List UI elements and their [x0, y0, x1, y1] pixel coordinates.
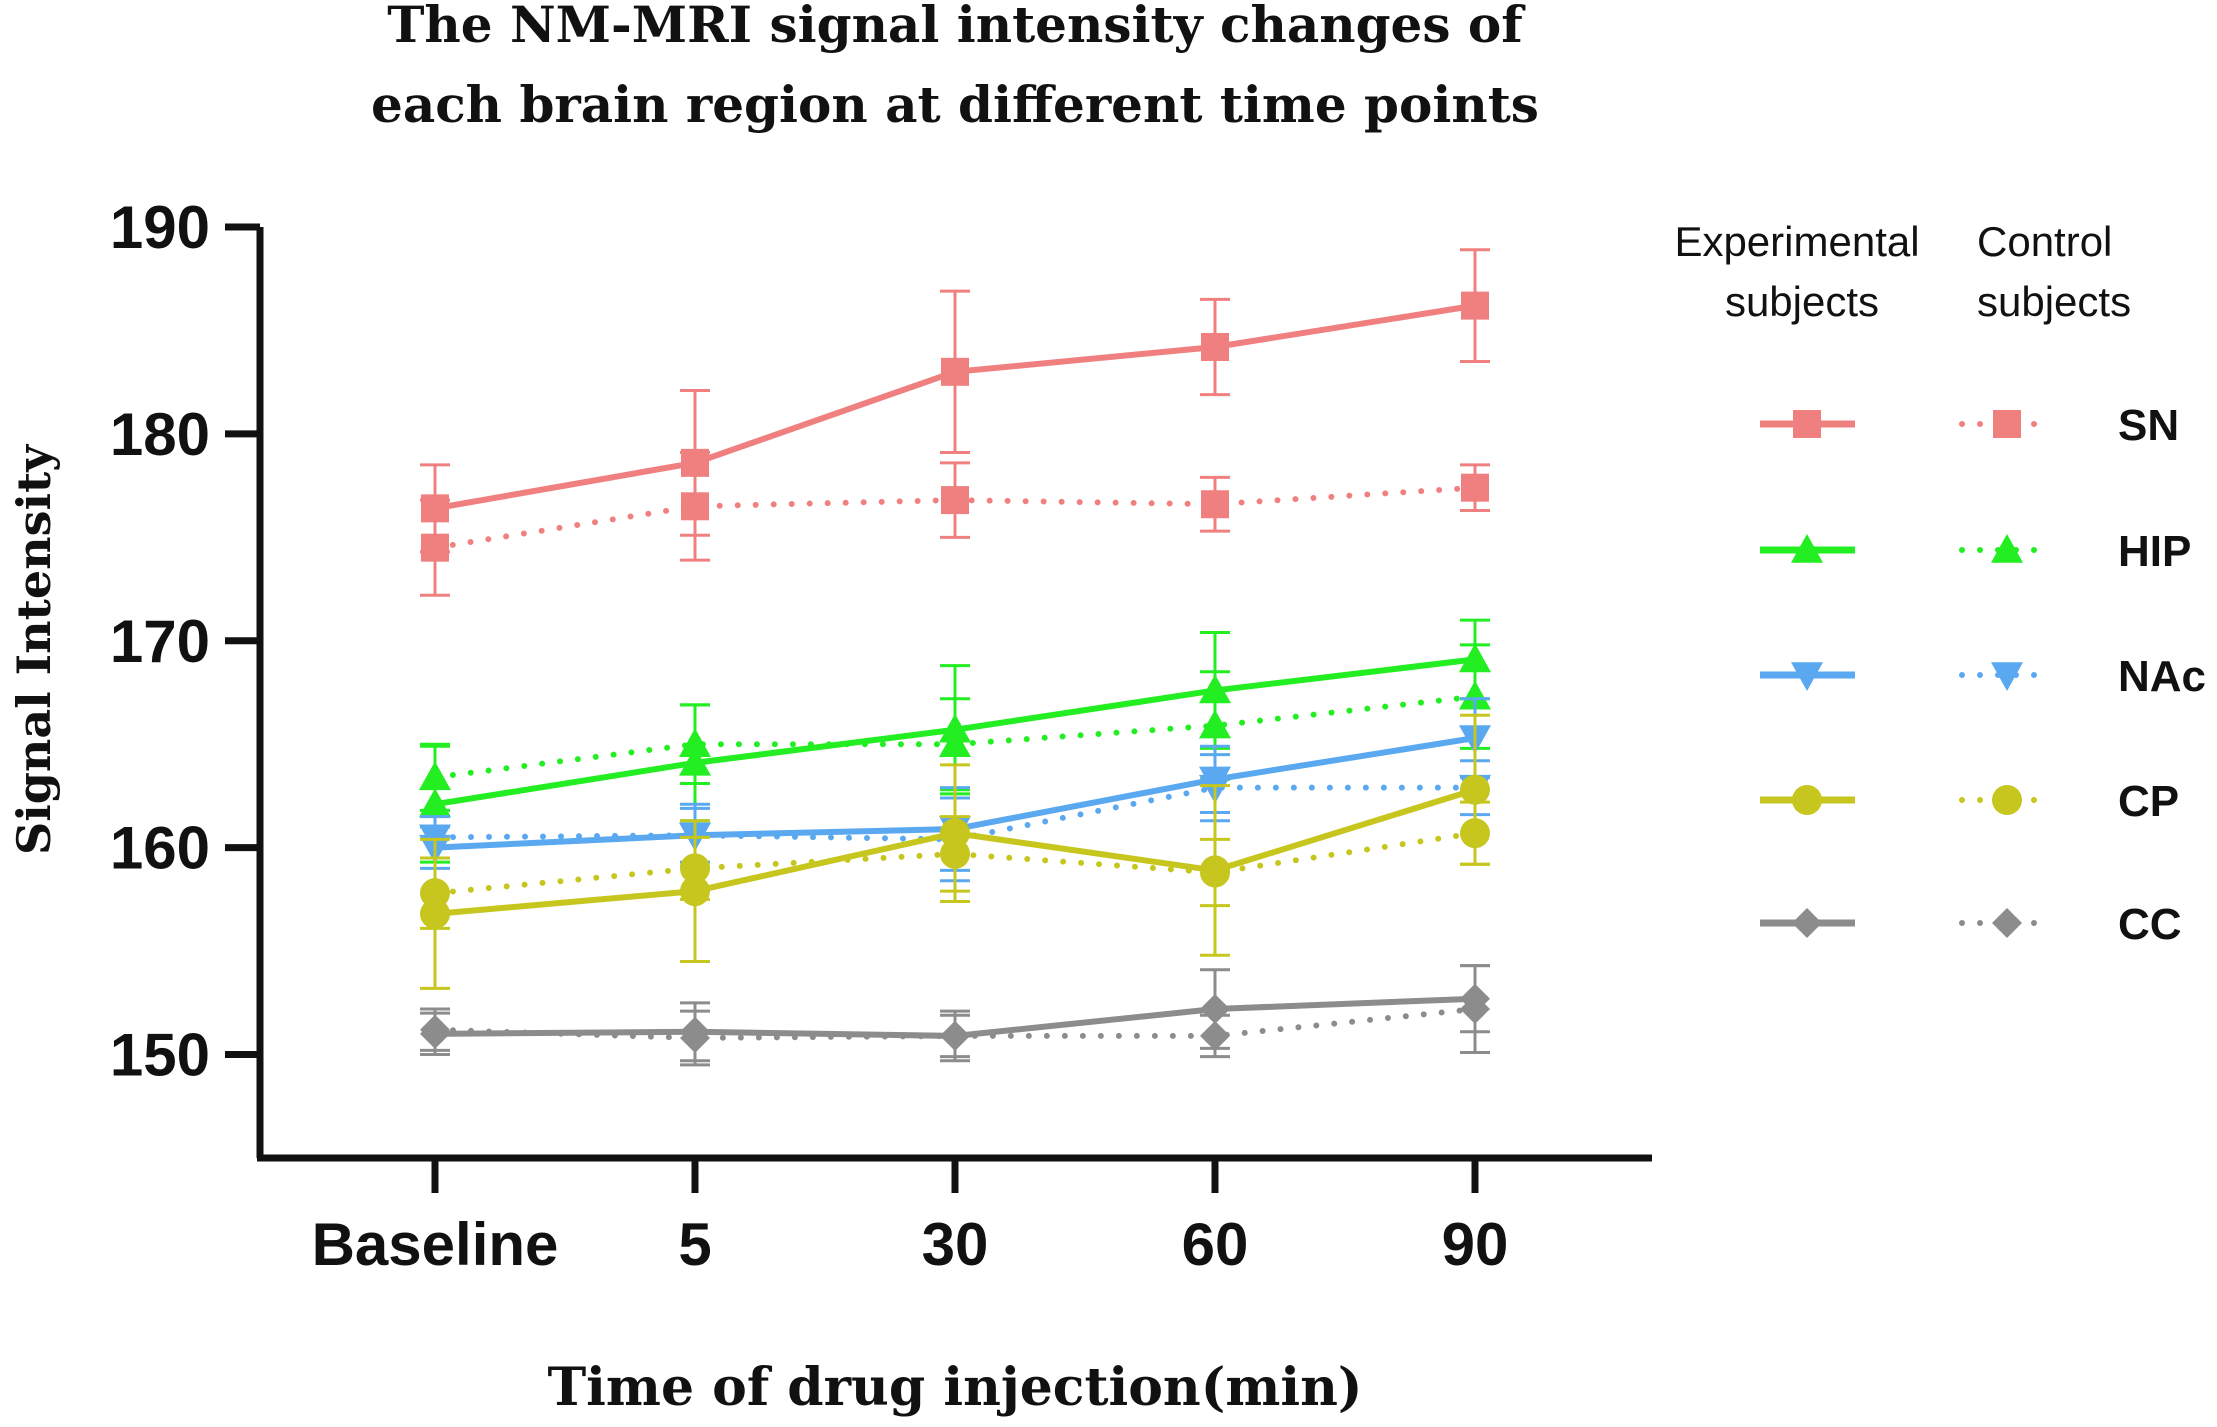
series-layer: [419, 248, 1491, 1067]
series-cp-control: [420, 800, 1490, 930]
data-point-cc-control: [420, 1014, 450, 1045]
data-point-sn-control: [1201, 490, 1229, 519]
series-sn-control: [420, 451, 1490, 597]
legend-marker-sn-control: [1993, 410, 2021, 438]
legend-row-cp: CP: [1760, 777, 2179, 826]
legend-row-nac: NAc: [1760, 652, 2206, 701]
data-point-sn-control: [421, 533, 449, 562]
legend-marker-sn-experimental: [1793, 410, 1821, 438]
series-cc-control: [420, 964, 1490, 1067]
data-point-cp-control: [1460, 818, 1490, 849]
legend-header-control-1: Control: [1977, 218, 2112, 265]
y-tick-label: 160: [110, 815, 210, 882]
data-point-sn-experimental: [941, 357, 969, 386]
legend-header-experimental-1: Experimental: [1674, 218, 1919, 265]
legend-row-cc: CC: [1760, 900, 2182, 949]
legend-marker-hip-experimental: [1791, 534, 1823, 563]
data-point-sn-control: [681, 492, 709, 521]
x-tick-label: 5: [678, 1211, 711, 1278]
data-point-cc-control: [1200, 1020, 1230, 1051]
legend-marker-cp-control: [1992, 785, 2022, 815]
y-tick-label: 150: [110, 1022, 210, 1089]
data-point-cc-experimental: [1200, 994, 1230, 1025]
data-point-hip-control: [939, 728, 971, 758]
data-point-sn-experimental: [1461, 291, 1489, 320]
legend-row-hip: HIP: [1760, 527, 2191, 576]
legend-label-cc: CC: [2118, 900, 2182, 949]
legend-marker-nac-experimental: [1791, 662, 1823, 691]
legend-row-sn: SN: [1760, 401, 2179, 450]
x-axis-ticks: Baseline 5 30 60 90: [312, 1158, 1509, 1278]
series-hip-control: [419, 643, 1491, 812]
data-point-sn-control: [1461, 473, 1489, 502]
data-point-hip-control: [679, 728, 711, 758]
legend-label-hip: HIP: [2118, 527, 2191, 576]
legend-marker-nac-control: [1991, 662, 2023, 691]
y-axis-title: Signal Intensity: [7, 444, 61, 855]
chart-title-line-2: each brain region at different time poin…: [371, 75, 1539, 134]
x-tick-label: 60: [1182, 1211, 1249, 1278]
legend-marker-cp-experimental: [1792, 785, 1822, 815]
legend-marker-cc-experimental: [1792, 908, 1822, 938]
x-tick-label: 30: [922, 1211, 989, 1278]
chart-title-line-1: The NM-MRI signal intensity changes of: [387, 0, 1526, 54]
data-point-cc-control: [1460, 994, 1490, 1025]
legend-marker-cc-control: [1992, 908, 2022, 938]
data-point-hip-control: [419, 761, 451, 791]
data-point-cp-experimental: [1460, 774, 1490, 805]
y-axis-ticks: 150 160 170 180 190: [110, 194, 260, 1089]
legend-rows: SN HIP NAc CP CC: [1760, 401, 2206, 949]
x-tick-label: 90: [1442, 1211, 1509, 1278]
data-point-hip-control: [1459, 680, 1491, 710]
data-point-sn-experimental: [1201, 332, 1229, 361]
legend-marker-hip-control: [1991, 534, 2023, 563]
legend-label-sn: SN: [2118, 401, 2179, 450]
legend-header-experimental-2: subjects: [1725, 278, 1879, 325]
legend-label-cp: CP: [2118, 777, 2179, 826]
y-tick-label: 170: [110, 608, 210, 675]
data-point-cc-control: [680, 1023, 710, 1054]
data-point-cp-control: [680, 853, 710, 884]
legend: Experimental subjects Control subjects S…: [1674, 218, 2206, 949]
data-point-sn-control: [941, 486, 969, 515]
legend-header-control-2: subjects: [1977, 278, 2131, 325]
x-tick-label: Baseline: [312, 1211, 559, 1278]
y-tick-label: 190: [110, 194, 210, 261]
x-axis-title: Time of drug injection(min): [547, 1357, 1362, 1418]
legend-label-nac: NAc: [2118, 652, 2206, 701]
data-point-cp-control: [940, 838, 970, 869]
data-point-cp-control: [1200, 857, 1230, 888]
data-point-hip-control: [1199, 709, 1231, 739]
y-tick-label: 180: [110, 401, 210, 468]
data-point-cc-control: [940, 1020, 970, 1051]
data-point-cp-control: [420, 878, 450, 909]
